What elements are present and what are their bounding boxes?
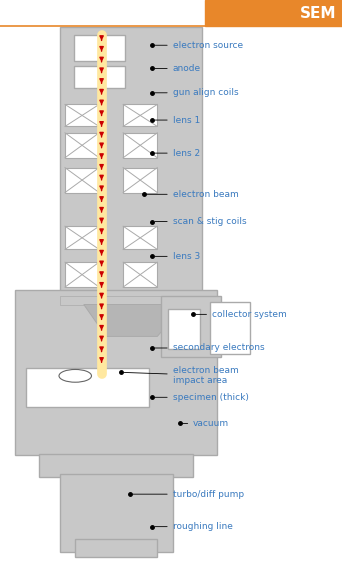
Bar (123, 226, 157, 249)
Bar (205, 0, 342, 26)
Bar (39, 454, 193, 477)
Bar (26, 368, 149, 407)
Text: roughing line: roughing line (155, 522, 233, 531)
Text: lens 2: lens 2 (155, 148, 200, 158)
Text: lens 3: lens 3 (155, 252, 200, 261)
Text: gun align coils: gun align coils (155, 88, 238, 97)
Bar (60, 474, 173, 552)
Bar (74, 66, 125, 88)
Bar (123, 168, 157, 193)
Polygon shape (60, 296, 202, 304)
Text: electron beam
impact area: electron beam impact area (124, 365, 238, 385)
Bar (123, 104, 157, 126)
Text: specimen (thick): specimen (thick) (155, 393, 249, 402)
Bar (123, 133, 157, 158)
Text: secondary electrons: secondary electrons (155, 343, 264, 353)
Bar (65, 104, 99, 126)
Text: turbo/diff pump: turbo/diff pump (133, 490, 244, 499)
Text: collector system: collector system (196, 310, 287, 319)
Bar (161, 296, 221, 357)
Text: vacuum: vacuum (182, 419, 229, 428)
Ellipse shape (59, 369, 92, 382)
Bar (74, 35, 125, 61)
Text: lens 1: lens 1 (155, 115, 200, 125)
Bar (168, 309, 200, 349)
Text: electron beam: electron beam (146, 190, 238, 199)
Bar (123, 262, 157, 287)
Text: scan & stig coils: scan & stig coils (155, 217, 246, 226)
Bar (75, 539, 157, 557)
Text: electron source: electron source (155, 41, 243, 50)
Bar (65, 133, 99, 158)
Bar (65, 226, 99, 249)
Text: SEM: SEM (300, 6, 337, 20)
Bar (60, 27, 202, 304)
Bar (65, 168, 99, 193)
Bar (210, 302, 250, 354)
Bar (15, 290, 217, 455)
Polygon shape (84, 304, 185, 336)
Bar (65, 262, 99, 287)
Text: anode: anode (155, 64, 201, 73)
